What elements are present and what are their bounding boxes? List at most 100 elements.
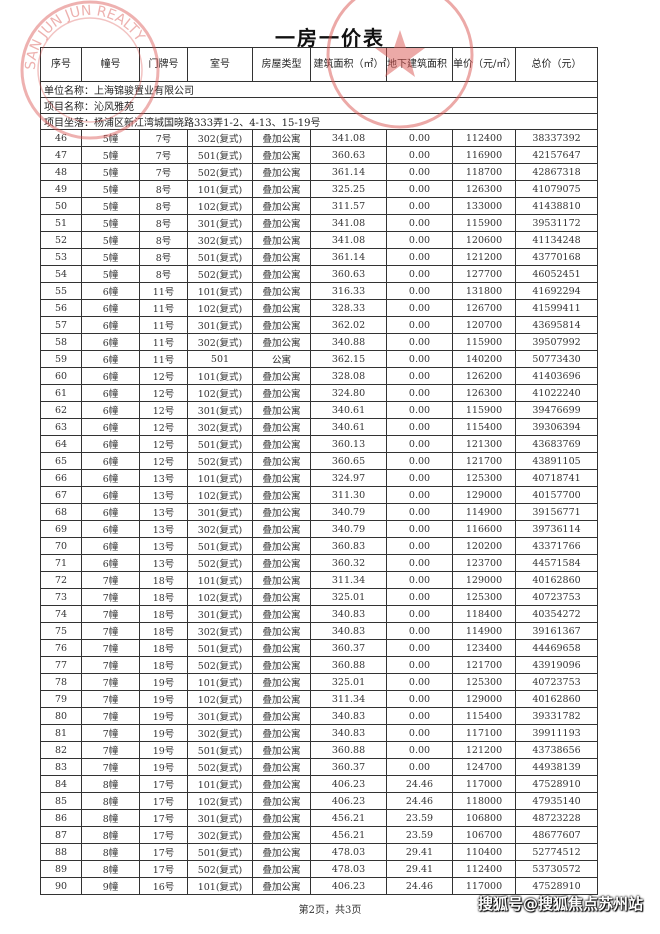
column-header: 序号 bbox=[40, 47, 82, 82]
table-cell: 70 bbox=[40, 537, 82, 555]
table-cell: 102(复式) bbox=[187, 299, 253, 317]
table-cell: 112400 bbox=[452, 129, 516, 147]
table-cell: 328.08 bbox=[310, 367, 387, 385]
table-cell: 8幢 bbox=[81, 860, 140, 878]
table-cell: 48723228 bbox=[515, 809, 598, 827]
table-row: 67 6幢 13号 102(复式) 叠加公寓 311.30 0.00 129000 401577… bbox=[40, 486, 598, 504]
table-cell: 12号 bbox=[139, 384, 188, 402]
table-cell: 12号 bbox=[139, 452, 188, 470]
table-cell: 101(复式) bbox=[187, 775, 253, 793]
table-cell: 115900 bbox=[452, 401, 516, 419]
table-cell: 77 bbox=[40, 656, 82, 674]
table-cell: 121200 bbox=[452, 741, 516, 759]
table-cell: 8号 bbox=[139, 197, 188, 215]
column-header: 单价（元/㎡） bbox=[452, 47, 516, 82]
table-cell: 40157700 bbox=[515, 486, 598, 504]
table-cell: 叠加公寓 bbox=[252, 265, 311, 283]
table-cell: 301(复式) bbox=[187, 214, 253, 232]
table-cell: 叠加公寓 bbox=[252, 622, 311, 640]
table-cell: 502(复式) bbox=[187, 758, 253, 776]
table-cell: 340.61 bbox=[310, 401, 387, 419]
table-cell: 29.41 bbox=[386, 843, 453, 861]
table-cell: 118700 bbox=[452, 163, 516, 181]
table-cell: 39911193 bbox=[515, 724, 598, 742]
table-cell: 7幢 bbox=[81, 639, 140, 657]
table-row: 63 6幢 12号 302(复式) 叠加公寓 340.61 0.00 115400 393063… bbox=[40, 418, 598, 436]
table-cell: 42867318 bbox=[515, 163, 598, 181]
table-cell: 8号 bbox=[139, 265, 188, 283]
table-cell: 133000 bbox=[452, 197, 516, 215]
table-cell: 361.14 bbox=[310, 248, 387, 266]
table-cell: 125300 bbox=[452, 673, 516, 691]
table-cell: 64 bbox=[40, 435, 82, 453]
table-cell: 301(复式) bbox=[187, 503, 253, 521]
table-cell: 24.46 bbox=[386, 775, 453, 793]
table-cell: 6幢 bbox=[81, 401, 140, 419]
table-row: 89 8幢 17号 502(复式) 叠加公寓 478.03 29.41 112400 53730… bbox=[40, 860, 598, 878]
table-cell: 叠加公寓 bbox=[252, 248, 311, 266]
table-cell: 89 bbox=[40, 860, 82, 878]
table-cell: 18号 bbox=[139, 622, 188, 640]
column-header-row: 序号幢号门牌号室号房屋类型建筑面积（㎡）地下建筑面积（㎡）单价（元/㎡）总价（元… bbox=[40, 47, 598, 82]
table-cell: 73 bbox=[40, 588, 82, 606]
table-cell: 501(复式) bbox=[187, 639, 253, 657]
column-header: 室号 bbox=[187, 47, 253, 82]
table-cell: 41079075 bbox=[515, 180, 598, 198]
table-cell: 360.63 bbox=[310, 265, 387, 283]
table-cell: 302(复式) bbox=[187, 826, 253, 844]
table-cell: 43683769 bbox=[515, 435, 598, 453]
table-row: 59 6幢 11号 501 公寓 362.15 0.00 140200 50773430 bbox=[40, 350, 598, 368]
table-cell: 325.01 bbox=[310, 673, 387, 691]
table-cell: 126300 bbox=[452, 180, 516, 198]
table-cell: 0.00 bbox=[386, 435, 453, 453]
table-cell: 46 bbox=[40, 129, 82, 147]
table-cell: 43695814 bbox=[515, 316, 598, 334]
table-cell: 502(复式) bbox=[187, 265, 253, 283]
table-cell: 11号 bbox=[139, 316, 188, 334]
table-cell: 78 bbox=[40, 673, 82, 691]
table-cell: 120200 bbox=[452, 537, 516, 555]
table-row: 53 5幢 8号 501(复式) 叠加公寓 361.14 0.00 121200 4377016… bbox=[40, 248, 598, 266]
table-cell: 19号 bbox=[139, 673, 188, 691]
table-row: 74 7幢 18号 301(复式) 叠加公寓 340.83 0.00 118400 403542… bbox=[40, 605, 598, 623]
table-cell: 41022240 bbox=[515, 384, 598, 402]
table-cell: 12号 bbox=[139, 418, 188, 436]
table-cell: 80 bbox=[40, 707, 82, 725]
table-cell: 125300 bbox=[452, 469, 516, 487]
table-row: 88 8幢 17号 501(复式) 叠加公寓 478.03 29.41 110400 52774… bbox=[40, 843, 598, 861]
table-cell: 叠加公寓 bbox=[252, 146, 311, 164]
table-cell: 0.00 bbox=[386, 690, 453, 708]
table-row: 78 7幢 19号 101(复式) 叠加公寓 325.01 0.00 125300 407237… bbox=[40, 673, 598, 691]
table-cell: 叠加公寓 bbox=[252, 537, 311, 555]
table-cell: 6幢 bbox=[81, 316, 140, 334]
table-cell: 340.88 bbox=[310, 333, 387, 351]
table-cell: 0.00 bbox=[386, 248, 453, 266]
table-cell: 43770168 bbox=[515, 248, 598, 266]
table-cell: 5幢 bbox=[81, 265, 140, 283]
table-cell: 101(复式) bbox=[187, 571, 253, 589]
table-cell: 123700 bbox=[452, 554, 516, 572]
table-cell: 40162860 bbox=[515, 571, 598, 589]
table-cell: 118400 bbox=[452, 605, 516, 623]
table-cell: 8号 bbox=[139, 214, 188, 232]
table-cell: 101(复式) bbox=[187, 180, 253, 198]
table-cell: 12号 bbox=[139, 435, 188, 453]
table-cell: 53730572 bbox=[515, 860, 598, 878]
table-row: 66 6幢 13号 101(复式) 叠加公寓 324.97 0.00 125300 407187… bbox=[40, 469, 598, 487]
table-cell: 101(复式) bbox=[187, 469, 253, 487]
table-cell: 叠加公寓 bbox=[252, 792, 311, 810]
table-cell: 7幢 bbox=[81, 758, 140, 776]
table-cell: 5幢 bbox=[81, 197, 140, 215]
table-cell: 47 bbox=[40, 146, 82, 164]
table-cell: 44938139 bbox=[515, 758, 598, 776]
table-cell: 302(复式) bbox=[187, 231, 253, 249]
table-cell: 6幢 bbox=[81, 520, 140, 538]
table-cell: 0.00 bbox=[386, 299, 453, 317]
table-cell: 13号 bbox=[139, 537, 188, 555]
table-cell: 0.00 bbox=[386, 146, 453, 164]
table-cell: 81 bbox=[40, 724, 82, 742]
table-row: 54 5幢 8号 502(复式) 叠加公寓 360.63 0.00 127700 4605245… bbox=[40, 265, 598, 283]
table-cell: 叠加公寓 bbox=[252, 690, 311, 708]
table-cell: 87 bbox=[40, 826, 82, 844]
table-cell: 328.33 bbox=[310, 299, 387, 317]
